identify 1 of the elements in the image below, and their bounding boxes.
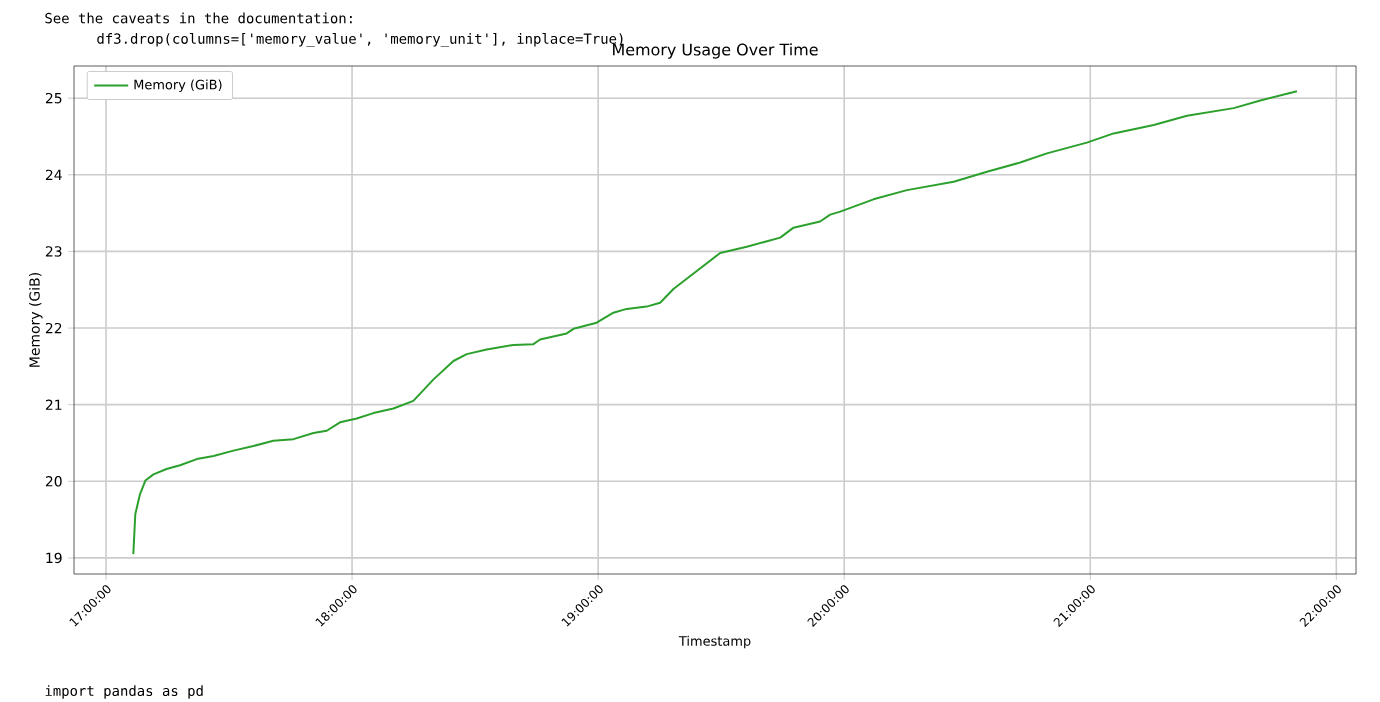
line-series — [132, 90, 1298, 556]
